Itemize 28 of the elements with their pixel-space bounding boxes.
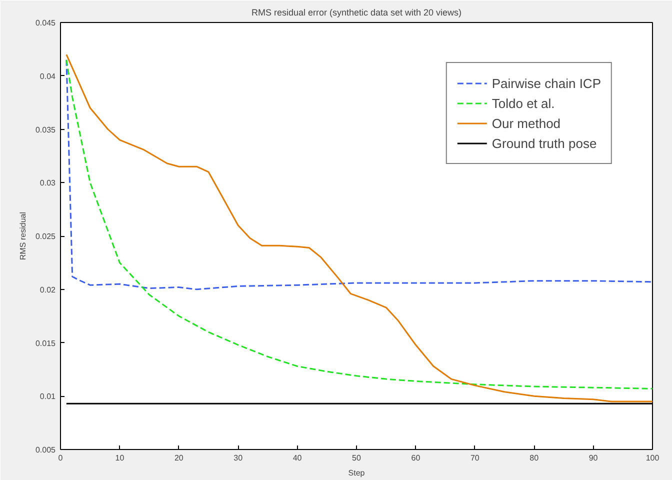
legend-label: Pairwise chain ICP (492, 75, 601, 91)
legend-label: Toldo et al. (492, 95, 555, 111)
legend-label: Ground truth pose (492, 135, 597, 151)
y-tick-label: 0.02 (40, 285, 56, 294)
y-tick-label: 0.035 (35, 125, 56, 134)
x-tick-label: 70 (470, 454, 480, 462)
x-axis-title: Step (348, 468, 366, 478)
y-tick-label: 0.04 (40, 72, 56, 81)
x-tick-label: 20 (174, 454, 184, 462)
x-tick-label: 50 (352, 454, 362, 462)
legend-label: Our method (492, 115, 561, 131)
x-tick-label: 10 (115, 454, 125, 462)
line-series (66, 59, 652, 290)
y-tick-label: 0.03 (40, 178, 56, 188)
x-tick-label: 80 (530, 454, 540, 462)
y-tick-label: 0.045 (35, 18, 56, 28)
y-tick-label: 0.015 (35, 338, 56, 348)
y-tick-label: 0.025 (35, 232, 56, 241)
x-tick-label: 30 (234, 454, 244, 462)
y-tick-label: 0.005 (35, 446, 56, 454)
x-tick-label: 100 (646, 454, 660, 462)
x-tick-label: 40 (292, 454, 302, 462)
chart-title: RMS residual error (synthetic data set with 20 views) (251, 8, 462, 18)
y-axis-title: RMS residual (18, 212, 28, 260)
x-tick-label: 90 (588, 454, 598, 462)
x-tick-label: 60 (411, 454, 421, 462)
y-tick-label: 0.01 (40, 392, 56, 402)
x-tick-label: 0 (58, 454, 64, 462)
